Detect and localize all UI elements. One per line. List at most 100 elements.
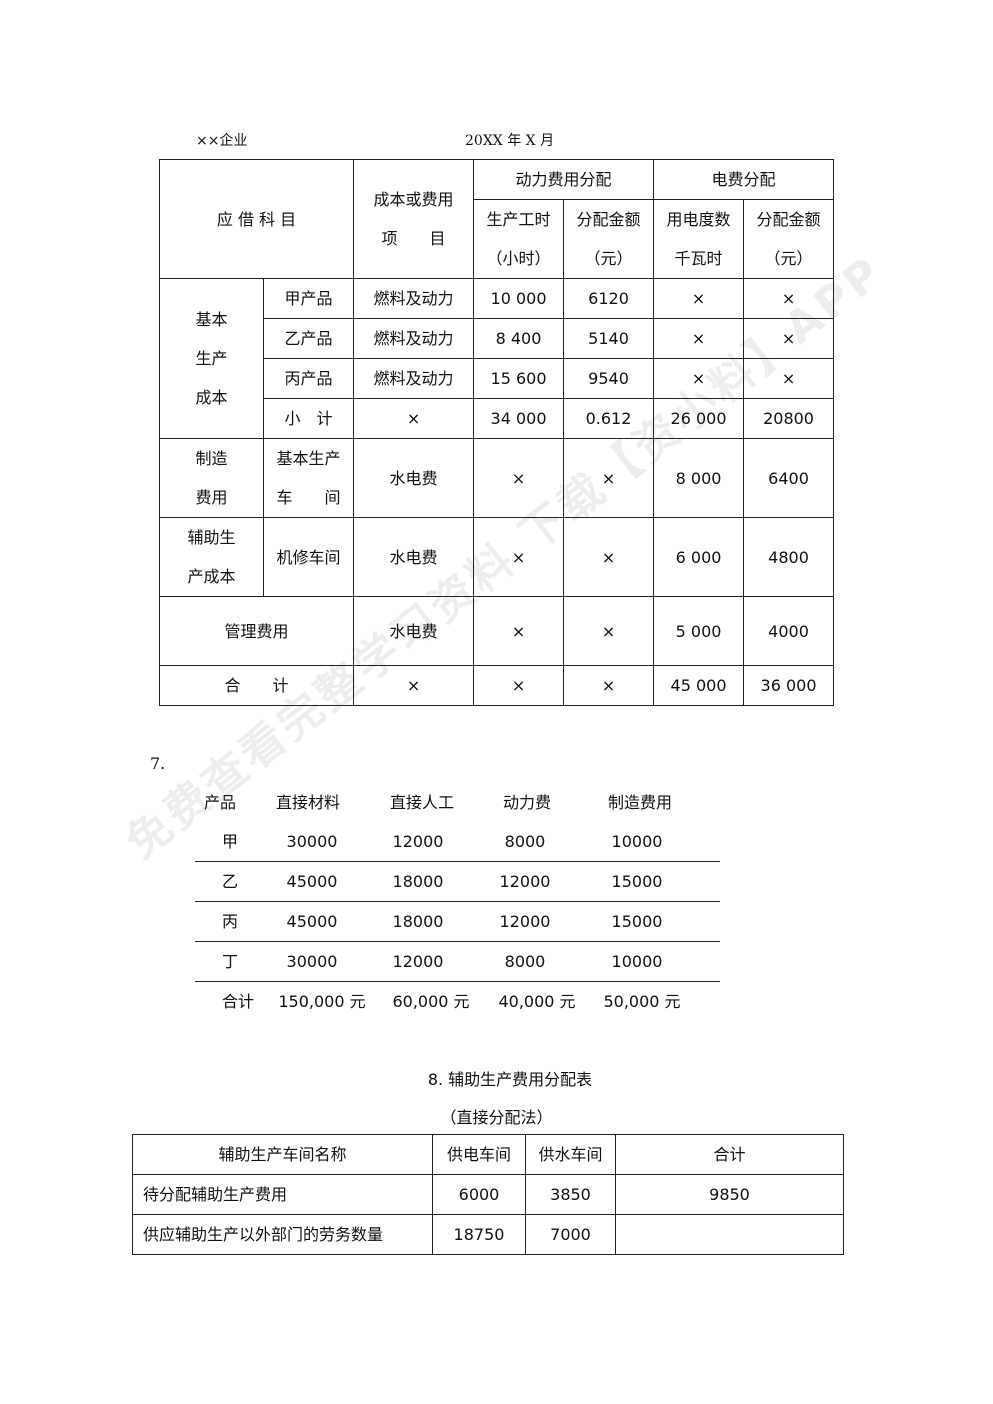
cell: 34 000 xyxy=(473,398,565,439)
cell: × xyxy=(743,318,835,359)
header-cell: 直接人工 xyxy=(389,793,455,812)
cell: 3850 xyxy=(525,1174,616,1215)
table-row: 甲 30000 12000 8000 10000 xyxy=(195,822,720,862)
cell: 18750 xyxy=(432,1214,526,1255)
cell: 水电费 xyxy=(353,596,475,666)
company-name: ××企业 xyxy=(196,133,248,149)
header-cell: 辅助生产车间名称 xyxy=(132,1134,433,1175)
cell: 5140 xyxy=(563,318,655,359)
cell: 燃料及动力 xyxy=(353,278,475,319)
cell: 合计 xyxy=(221,992,255,1011)
cell: × xyxy=(353,398,475,439)
header-cell: 动力费 xyxy=(502,793,552,812)
cell: 燃料及动力 xyxy=(353,358,475,399)
cell: 待分配辅助生产费用 xyxy=(132,1174,433,1215)
cell: 45000 xyxy=(286,912,338,931)
table-row: 制造 费用 基本生产车 间 水电费 × × 8 000 6400 xyxy=(159,438,835,518)
header-cell: 直接材料 xyxy=(275,793,341,812)
cell: 9850 xyxy=(615,1174,844,1215)
cell: 甲 xyxy=(221,832,239,851)
group-basic: 基本 生产 成本 xyxy=(159,278,264,439)
cell: 7000 xyxy=(525,1214,616,1255)
cell: 丙产品 xyxy=(262,358,355,399)
cell: × xyxy=(563,596,655,666)
table-row: 小 计 × 34 000 0.612 26 000 20800 xyxy=(160,398,835,439)
cell: 0.612 xyxy=(563,398,655,439)
cell: 20800 xyxy=(743,398,835,439)
cell: 燃料及动力 xyxy=(353,318,475,359)
cell: 18000 xyxy=(392,872,444,891)
cell: 36 000 xyxy=(743,665,835,706)
header-cell: 供水车间 xyxy=(525,1134,616,1175)
cell: × xyxy=(473,665,565,706)
header-electricity: 电费分配 xyxy=(653,159,835,200)
header-kwh: 用电度数 千瓦时 xyxy=(653,199,745,279)
section-number: 7. xyxy=(150,754,166,773)
cell: 18000 xyxy=(392,912,444,931)
cell: 45000 xyxy=(286,872,338,891)
header-elec-amount: 分配金额 （元） xyxy=(743,199,835,279)
cell: 15000 xyxy=(611,912,663,931)
cell: × xyxy=(353,665,475,706)
cell: × xyxy=(563,665,655,706)
cell: 6400 xyxy=(743,438,835,518)
header-item: 成本或费用项 目 xyxy=(353,159,475,279)
header-cell: 合计 xyxy=(615,1134,844,1175)
cell: 9540 xyxy=(563,358,655,399)
cell: × xyxy=(653,318,745,359)
header-hours: 生产工时 （小时） xyxy=(473,199,565,279)
cell: 供应辅助生产以外部门的劳务数量 xyxy=(132,1214,433,1255)
cell: 6000 xyxy=(432,1174,526,1215)
cell: 6120 xyxy=(563,278,655,319)
power-allocation-table: 应 借 科 目 成本或费用项 目 动力费用分配 电费分配 生产工时 （小时） 分配… xyxy=(158,159,835,706)
cell: × xyxy=(563,438,655,518)
header-power: 动力费用分配 xyxy=(473,159,655,200)
cell: × xyxy=(653,278,745,319)
cell: 水电费 xyxy=(353,517,475,597)
cell: × xyxy=(473,517,565,597)
cell: 合 计 xyxy=(158,665,355,706)
group-aux: 辅助生 产成本 xyxy=(159,517,264,597)
cell: 6 000 xyxy=(653,517,745,597)
total-row: 合计 150,000 元 60,000 元 40,000 元 50,000 元 xyxy=(195,982,720,1021)
cell: 10 000 xyxy=(473,278,565,319)
cell: 8000 xyxy=(504,952,546,971)
cell: 丁 xyxy=(221,952,239,971)
section8-title: 8. 辅助生产费用分配表 xyxy=(427,1070,593,1089)
cell: × xyxy=(743,278,835,319)
header-row: 产品 直接材料 直接人工 动力费 制造费用 xyxy=(195,783,720,822)
cost-table-7: 产品 直接材料 直接人工 动力费 制造费用甲 30000 12000 8000 10000 乙 45… xyxy=(195,783,720,1021)
section8-subtitle: （直接分配法） xyxy=(440,1108,553,1127)
table-row-total: 合 计 × × × 45 000 36 000 xyxy=(158,665,835,706)
table-row: 供应辅助生产以外部门的劳务数量 18750 7000 xyxy=(132,1214,844,1255)
cell: 12000 xyxy=(392,832,444,851)
cell: 甲产品 xyxy=(262,278,355,319)
cell: 15 600 xyxy=(473,358,565,399)
cell: 乙产品 xyxy=(262,318,355,359)
cell: 8000 xyxy=(504,832,546,851)
header-cell: 供电车间 xyxy=(432,1134,526,1175)
table-row: 乙 45000 18000 12000 15000 xyxy=(195,862,720,902)
cell: 150,000 元 xyxy=(278,992,366,1011)
cell: × xyxy=(563,517,655,597)
table-row: 辅助生 产成本 机修车间 水电费 × × 6 000 4800 xyxy=(159,517,835,597)
cell: × xyxy=(653,358,745,399)
cell: 小 计 xyxy=(262,398,355,439)
cell: 8 400 xyxy=(473,318,565,359)
table-row: 基本 生产 成本 甲产品 燃料及动力 10 000 6120 × × xyxy=(159,278,835,439)
cell: 机修车间 xyxy=(262,517,355,597)
cell: 水电费 xyxy=(353,438,475,518)
header-amount: 分配金额 （元） xyxy=(563,199,655,279)
cell: 10000 xyxy=(611,832,663,851)
cell: 管理费用 xyxy=(158,596,355,666)
cell: 12000 xyxy=(499,872,551,891)
group-mfg: 制造 费用 xyxy=(159,438,264,518)
cell: 5 000 xyxy=(653,596,745,666)
cell: 40,000 元 xyxy=(498,992,576,1011)
cell: 30000 xyxy=(286,952,338,971)
aux-allocation-table: 辅助生产车间名称 供电车间 供水车间 合计 待分配辅助生产费用 6000 3850 9850… xyxy=(132,1134,844,1255)
cell: × xyxy=(473,596,565,666)
table-row: 丙产品 燃料及动力 15 600 9540 × × xyxy=(160,358,835,399)
cell: × xyxy=(743,358,835,399)
